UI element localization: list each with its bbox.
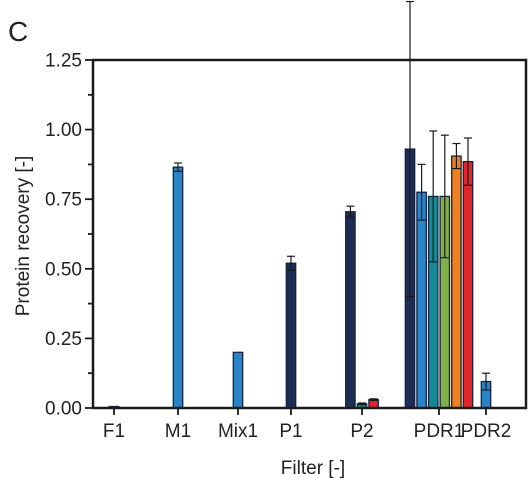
error-bar-pdr2-1	[482, 372, 490, 391]
bar-pdr1-6	[462, 160, 474, 409]
error-bar-pdr1-2	[417, 163, 426, 221]
bar-p2-1	[345, 211, 356, 409]
error-bar-pdr1-5	[452, 142, 461, 170]
y-tick-label: 0.50	[45, 259, 82, 280]
y-tick-label: 0.75	[45, 190, 82, 211]
error-bar-p2-2	[358, 402, 366, 406]
x-tick-label-pdr2: PDR2	[461, 421, 512, 442]
bar-pdr1-5	[451, 155, 462, 409]
error-bar-m1-1	[174, 162, 182, 172]
x-tick-label-f1: F1	[103, 421, 125, 442]
error-bar-pdr1-4	[440, 134, 449, 259]
x-axis-label: Filter [-]	[281, 458, 345, 479]
error-bar-p2-3	[369, 398, 378, 402]
error-bars-layer	[174, 0, 490, 406]
bar-p1-1	[285, 262, 297, 409]
error-bar-pdr1-3	[429, 130, 438, 263]
x-tick-label-m1: M1	[165, 421, 191, 442]
bar-pdr1-2	[416, 191, 427, 409]
y-tick-label: 1.25	[45, 51, 82, 72]
x-tick-label-p2: P2	[350, 421, 373, 442]
y-tick-label: 0.25	[45, 329, 82, 350]
x-tick-label-pdr1: PDR1	[414, 421, 465, 442]
bar-m1-1	[172, 166, 184, 409]
error-bar-p1-1	[287, 255, 295, 271]
error-bar-pdr1-6	[464, 137, 472, 186]
x-tick-label-p1: P1	[279, 421, 302, 442]
y-axis: 0.00 0.25 0.50 0.75 1.00 1.25	[45, 51, 93, 420]
y-axis-label: Protein recovery [-]	[13, 156, 34, 317]
y-tick-label: 1.00	[45, 120, 82, 141]
panel-label: C	[8, 16, 28, 47]
bar-mix1-1	[232, 351, 244, 409]
x-tick-label-mix1: Mix1	[218, 421, 258, 442]
error-bar-pdr1-1	[406, 0, 414, 298]
y-tick-label: 0.00	[45, 399, 82, 420]
error-bar-p2-1	[346, 205, 355, 218]
